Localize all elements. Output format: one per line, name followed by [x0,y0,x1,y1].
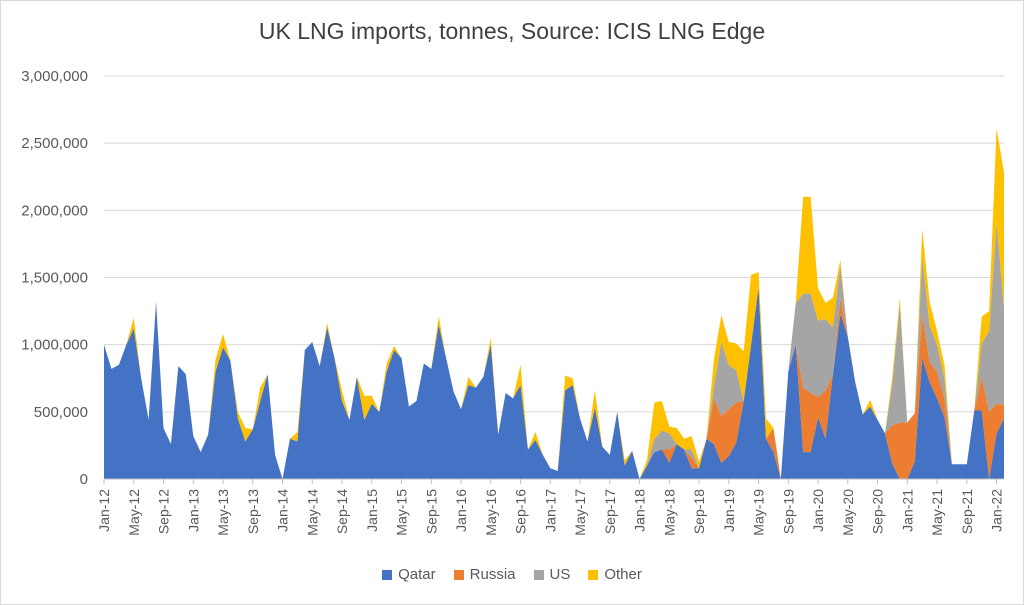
x-tick-label: May-19 [751,489,767,536]
area-other [104,128,1004,479]
x-tick-label: Sep-16 [513,489,529,534]
legend-item-qatar: Qatar [382,566,436,583]
legend-swatch-other [588,569,599,580]
x-tick-label: May-14 [304,489,320,536]
x-tick-label: Jan-17 [542,489,558,532]
y-tick-label: 500,000 [34,404,88,421]
x-tick-label: Jan-13 [185,489,201,532]
legend-label-other: Other [604,566,642,583]
area-series [104,128,1004,480]
x-tick-label: Sep-21 [959,489,975,534]
x-tick-label: Jan-20 [810,489,826,532]
x-tick-label: May-12 [126,489,142,536]
x-tick-label: May-15 [394,489,410,536]
axes: 0 500,000 1,000,000 1,500,000 2,000,000 2,500… [21,68,1004,536]
legend-label-us: US [549,566,571,583]
y-tick-label: 0 [80,471,88,488]
y-tick-label: 3,000,000 [21,68,88,85]
chart-title: UK LNG imports, tonnes, Source: ICIS LNG… [258,18,766,44]
y-tick-label: 1,500,000 [21,270,88,287]
area-qatar [104,286,1004,479]
x-tick-label: May-18 [661,489,677,536]
legend-item-us: US [533,566,571,583]
x-tick-label: Jan-12 [96,489,112,532]
x-tick-label: Jan-16 [453,489,469,532]
x-tick-label: Jan-15 [364,489,380,532]
x-tick-label: Jan-14 [275,489,291,532]
y-tick-label: 2,500,000 [21,135,88,152]
x-tick-label: Sep-20 [870,489,886,534]
x-tick-label: Jan-19 [721,489,737,532]
y-tick-label: 1,000,000 [21,337,88,354]
x-tick-label: Jan-21 [899,489,915,532]
x-tick-label: Sep-17 [602,489,618,534]
area-russia [104,286,1004,479]
x-tick-label: Jan-18 [632,489,648,532]
area-us [104,222,1004,480]
x-tick-label: May-16 [483,489,499,536]
x-tick-label: May-21 [929,489,945,536]
legend-swatch-us [533,569,544,580]
legend-swatch-qatar [382,569,393,580]
gridlines [104,75,1004,413]
x-tick-label: Sep-14 [334,489,350,534]
x-tick-label: Sep-19 [780,489,796,534]
x-tick-label: Sep-15 [423,489,439,534]
legend: Qatar Russia US Other [0,566,1024,583]
x-tick-label: May-13 [215,489,231,536]
x-tick-label: Sep-13 [245,489,261,534]
x-tick-label: May-17 [572,489,588,536]
x-tick-label: Jan-22 [989,489,1005,532]
legend-item-russia: Russia [453,566,516,583]
x-tick-label: Sep-12 [156,489,172,534]
legend-item-other: Other [588,566,642,583]
legend-label-russia: Russia [469,566,516,583]
legend-label-qatar: Qatar [398,566,436,583]
y-tick-label: 2,000,000 [21,202,88,219]
x-tick-label: Sep-18 [691,489,707,534]
x-tick-label: May-20 [840,489,856,536]
legend-swatch-russia [453,569,464,580]
